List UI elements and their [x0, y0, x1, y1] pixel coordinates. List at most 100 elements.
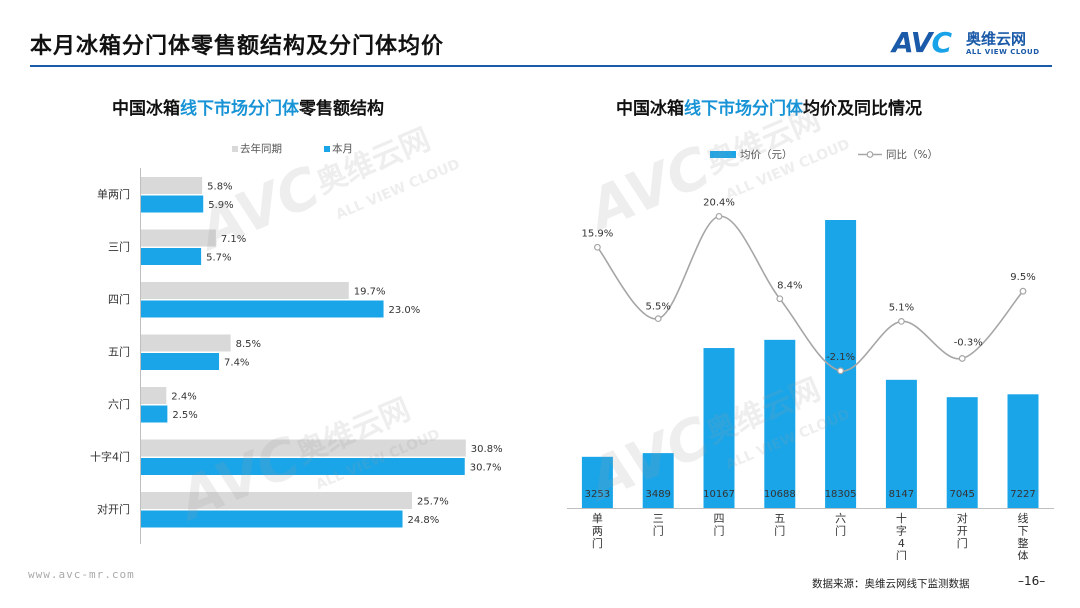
- avg-price-bar: [642, 453, 674, 508]
- yoy-value-label: 5.1%: [889, 302, 914, 313]
- right-category-label: 三门: [653, 512, 664, 538]
- left-category-label: 对开门: [97, 502, 130, 516]
- legend-label-this-month: 本月: [332, 142, 353, 155]
- this-month-value-label: 30.7%: [470, 463, 502, 474]
- last-year-bar: [141, 387, 167, 404]
- yoy-point: [654, 315, 662, 323]
- yoy-value-label: 8.4%: [777, 281, 802, 292]
- page-title: 本月冰箱分门体零售额结构及分门体均价: [30, 34, 445, 59]
- source-note: 数据来源：奥维云网线下监测数据: [812, 578, 970, 590]
- this-month-bar: [141, 353, 220, 370]
- left-category-label: 三门: [108, 240, 130, 254]
- right-category-label: 五门: [774, 512, 785, 538]
- right-category-label: 十字 4 门: [896, 511, 907, 560]
- header-divider: [30, 65, 1052, 67]
- yoy-point: [898, 317, 905, 325]
- left-bars: 单两门 5.8% 5.9% 三门 7.1% 5.7% 四门 19.7%23.0% 五门 8.5% 7…: [90, 177, 503, 528]
- yoy-value-label: -0.3%: [954, 337, 983, 348]
- right-bars: 3253 3489 10167 10688 18305 8147 7045 7227: [581, 220, 1039, 508]
- this-month-bar: [141, 510, 403, 528]
- left-title-part-1: 中国冰箱: [112, 99, 180, 119]
- last-year-bar: [141, 334, 231, 352]
- this-month-value-label: 7.4%: [224, 358, 249, 369]
- yoy-value-label: 5.5%: [645, 302, 670, 313]
- right-title-part-2: 线下市场分门体: [684, 99, 803, 119]
- right-category-label: 线下整体: [1018, 511, 1029, 560]
- right-category-label: 六门: [835, 512, 846, 538]
- legend-marker-yoy: [866, 151, 874, 158]
- this-month-value-label: 2.5%: [172, 410, 197, 421]
- avc-logo: AVC 奥维云网 ALL VIEW CLOUD: [892, 26, 1057, 60]
- left-category-label: 四门: [108, 292, 130, 306]
- legend-swatch-last-year: [232, 146, 238, 152]
- page-number: –16–: [1018, 574, 1046, 588]
- avg-price-bar: [764, 339, 796, 508]
- avg-price-bar: [825, 220, 857, 508]
- last-year-value-label: 7.1%: [221, 234, 246, 245]
- this-month-bar: [141, 300, 384, 318]
- right-category-label: 四门: [714, 512, 725, 538]
- yoy-point: [715, 212, 723, 220]
- last-year-value-label: 2.4%: [171, 392, 196, 403]
- left-category-label: 五门: [108, 345, 130, 359]
- right-category-label: 单两门: [592, 512, 603, 550]
- logo-mark: AVC: [892, 26, 952, 59]
- avg-price-value-label: 18305: [825, 489, 857, 500]
- right-title-part-3: 均价及同比情况: [803, 99, 922, 119]
- last-year-value-label: 5.8%: [207, 182, 232, 193]
- last-year-bar: [141, 492, 413, 509]
- avg-price-value-label: 10167: [703, 489, 735, 500]
- yoy-value-label: 15.9%: [582, 228, 614, 239]
- avg-price-value-label: 3489: [645, 489, 670, 500]
- legend-label-avg-price: 均价（元）: [740, 149, 793, 161]
- avg-price-value-label: 7227: [1010, 489, 1035, 500]
- site-url: www.avc-mr.com: [28, 568, 135, 581]
- this-month-bar: [141, 195, 204, 213]
- last-year-value-label: 25.7%: [417, 497, 449, 508]
- yoy-line: [596, 215, 1024, 372]
- last-year-bar: [141, 177, 203, 194]
- right-legend: 均价（元） 同比（%）: [710, 148, 938, 161]
- right-chart-title: 中国冰箱线下市场分门体均价及同比情况: [616, 94, 922, 119]
- avg-price-bar: [703, 348, 735, 508]
- this-month-bar: [141, 248, 202, 265]
- left-title-part-3: 零售额结构: [299, 99, 384, 119]
- yoy-point: [776, 295, 784, 303]
- avg-price-value-label: 3253: [585, 489, 610, 500]
- avg-price-value-label: 8147: [889, 489, 914, 500]
- avg-price-bar: [946, 397, 978, 508]
- this-month-value-label: 5.9%: [208, 200, 233, 211]
- this-month-bar: [141, 458, 465, 475]
- this-month-bar: [141, 405, 168, 423]
- yoy-point: [1019, 287, 1027, 295]
- this-month-value-label: 24.8%: [408, 515, 440, 526]
- avg-price-bar: [1007, 394, 1039, 508]
- yoy-point: [594, 243, 601, 251]
- this-month-value-label: 5.7%: [206, 253, 231, 264]
- last-year-bar: [141, 282, 349, 299]
- legend-swatch-avg-price: [710, 151, 736, 158]
- left-category-label: 十字4门: [90, 450, 130, 464]
- logo-cn-text: 奥维云网: [966, 30, 1027, 48]
- yoy-value-label: 9.5%: [1010, 272, 1035, 283]
- this-month-value-label: 23.0%: [389, 305, 421, 316]
- door-type-share-chart: 去年同期 本月 单两门 5.8% 5.9% 三门 7.1% 5.7% 四门 19.7%23.0…: [90, 142, 503, 544]
- left-chart-title: 中国冰箱线下市场分门体零售额结构: [112, 94, 384, 119]
- left-legend: 去年同期 本月: [232, 142, 353, 155]
- yoy-point: [958, 355, 966, 362]
- last-year-value-label: 19.7%: [354, 287, 386, 298]
- last-year-bar: [141, 229, 216, 247]
- avg-price-bar: [885, 379, 917, 508]
- right-x-labels: 单两门 三门 四门 五门 六门 十字 4 门 对开门 线下整体: [592, 511, 1029, 560]
- right-title-part-1: 中国冰箱: [616, 99, 684, 119]
- yoy-point: [837, 367, 845, 375]
- last-year-value-label: 8.5%: [236, 339, 261, 350]
- avg-price-value-label: 10688: [764, 489, 796, 500]
- avg-price-bar: [581, 456, 613, 508]
- right-category-label: 对开门: [957, 511, 968, 550]
- avg-price-yoy-chart: 均价（元） 同比（%） 3253 3489 10167 10688 18305 8147 7…: [567, 148, 1054, 560]
- left-category-label: 单两门: [97, 187, 130, 201]
- legend-label-last-year: 去年同期: [240, 142, 282, 155]
- right-yoy-line: 15.9% 5.5% 20.4% 8.4% -2.1% 5.1% -0.3% 9.5%: [582, 197, 1036, 375]
- yoy-value-label: 20.4%: [703, 197, 735, 208]
